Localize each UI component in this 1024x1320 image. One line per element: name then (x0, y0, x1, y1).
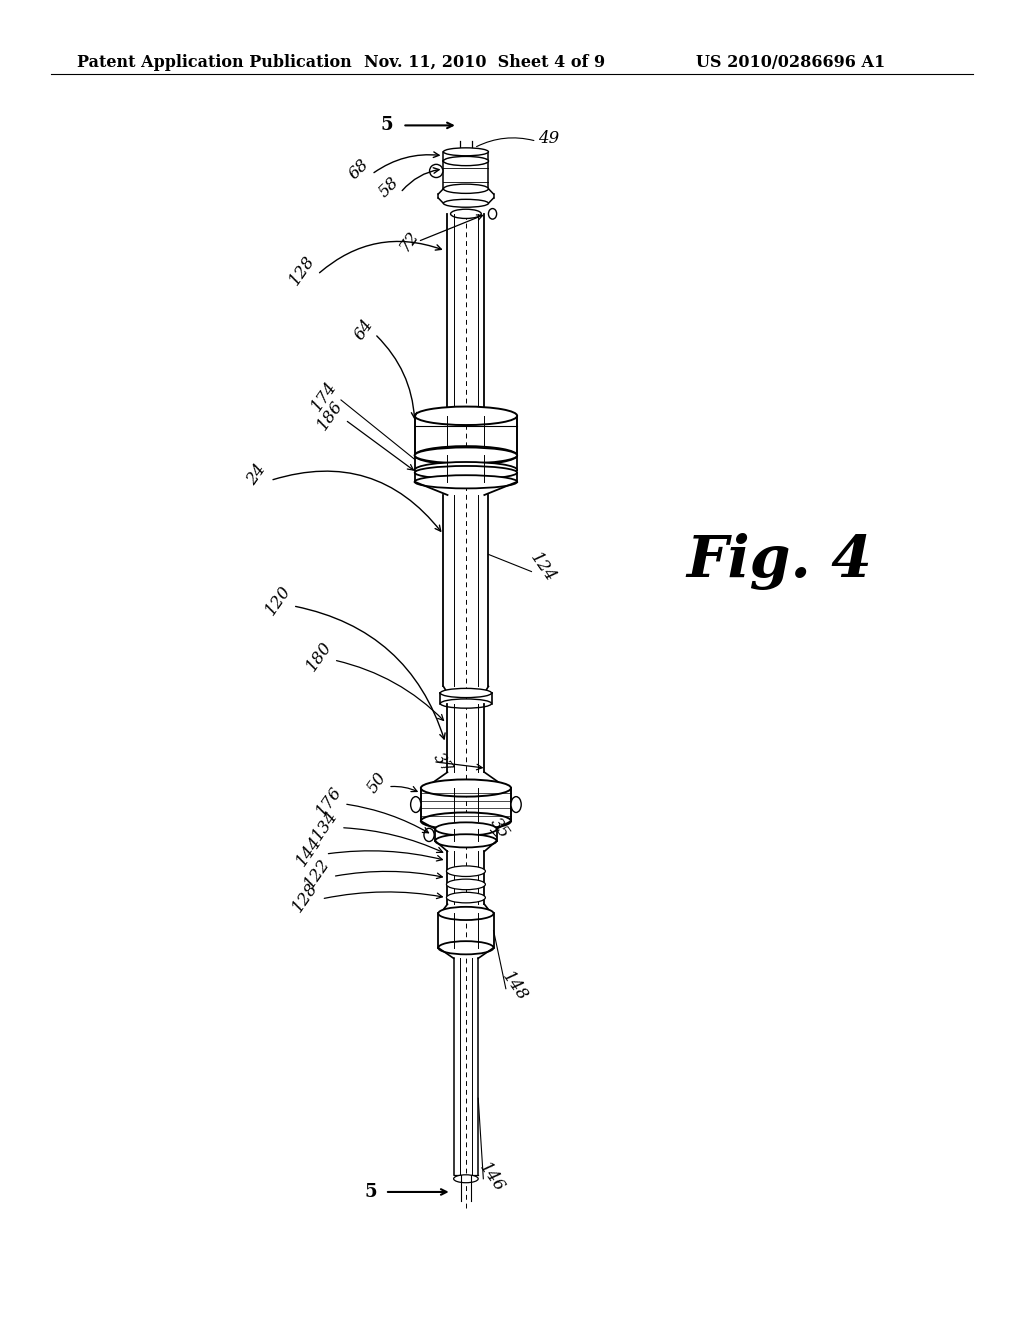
Ellipse shape (443, 199, 488, 207)
Text: 176: 176 (313, 783, 346, 820)
Text: 134: 134 (309, 807, 342, 843)
Ellipse shape (415, 447, 517, 463)
Ellipse shape (440, 689, 492, 697)
Text: 186: 186 (314, 397, 347, 434)
Ellipse shape (446, 892, 485, 903)
Text: 68: 68 (345, 156, 372, 182)
Text: 180: 180 (303, 638, 336, 675)
Ellipse shape (488, 209, 497, 219)
Text: Nov. 11, 2010  Sheet 4 of 9: Nov. 11, 2010 Sheet 4 of 9 (364, 54, 604, 70)
Ellipse shape (415, 466, 517, 479)
Text: 120: 120 (262, 582, 295, 619)
Text: 128: 128 (289, 879, 322, 916)
Ellipse shape (446, 879, 485, 890)
Text: 148: 148 (499, 968, 531, 1005)
Ellipse shape (415, 462, 517, 478)
Ellipse shape (415, 407, 517, 425)
Ellipse shape (443, 148, 488, 156)
Ellipse shape (435, 822, 497, 836)
Ellipse shape (443, 157, 488, 165)
Ellipse shape (446, 866, 485, 876)
Text: 50: 50 (364, 770, 390, 796)
Text: 72: 72 (396, 227, 423, 253)
Text: US 2010/0286696 A1: US 2010/0286696 A1 (696, 54, 886, 70)
Ellipse shape (443, 157, 488, 165)
Text: 5: 5 (381, 116, 393, 135)
Ellipse shape (438, 941, 494, 954)
Ellipse shape (511, 796, 521, 812)
Ellipse shape (415, 475, 517, 488)
Ellipse shape (424, 829, 434, 842)
Text: 144: 144 (293, 833, 326, 870)
Ellipse shape (440, 700, 492, 708)
Text: 35: 35 (486, 814, 513, 841)
Ellipse shape (443, 185, 488, 193)
Ellipse shape (435, 834, 497, 847)
Text: 128: 128 (286, 252, 318, 289)
Ellipse shape (421, 813, 511, 830)
Ellipse shape (454, 1175, 478, 1183)
Ellipse shape (421, 779, 511, 796)
Ellipse shape (411, 796, 421, 812)
Text: 5: 5 (365, 1183, 377, 1201)
Ellipse shape (430, 165, 442, 177)
Text: 64: 64 (350, 317, 377, 343)
Text: 122: 122 (301, 855, 334, 892)
Text: 174: 174 (308, 378, 341, 414)
Text: 124: 124 (526, 549, 559, 586)
Text: 37: 37 (429, 750, 456, 776)
Ellipse shape (438, 907, 494, 920)
Ellipse shape (451, 210, 481, 218)
Text: 146: 146 (475, 1159, 508, 1196)
Text: 49: 49 (538, 131, 559, 147)
Text: 58: 58 (376, 174, 402, 201)
Ellipse shape (415, 446, 517, 465)
Text: Patent Application Publication: Patent Application Publication (77, 54, 351, 70)
Text: Fig. 4: Fig. 4 (686, 532, 872, 590)
Text: 24: 24 (243, 462, 269, 488)
